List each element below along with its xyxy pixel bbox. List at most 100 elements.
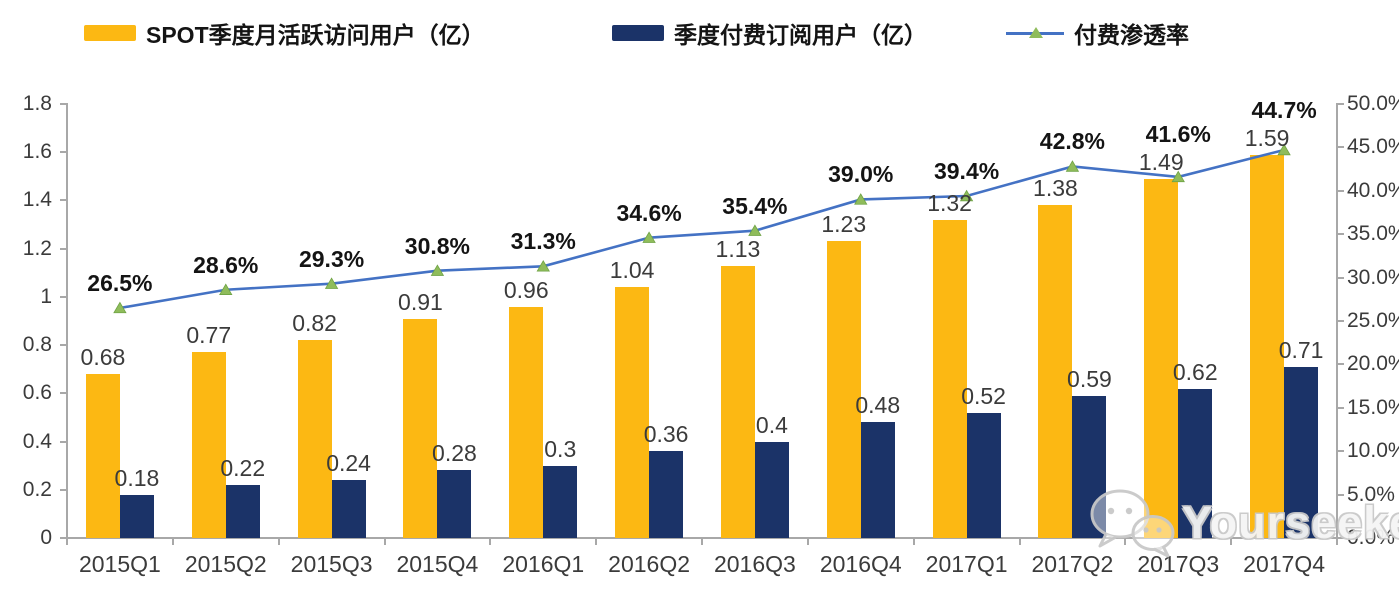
y-axis-right-tick [1337,233,1344,236]
subscribers-value-label: 0.36 [643,421,689,448]
y-axis-right-tick-label: 15.0% [1347,395,1399,419]
subscribers-bar [331,480,366,538]
x-axis-category-label: 2015Q4 [396,551,479,577]
penetration-value-label: 31.3% [510,228,576,255]
legend-item-mau: SPOT季度月活跃访问用户（亿） [84,16,485,50]
mau-value-label: 0.77 [186,322,232,349]
penetration-value-label: 34.6% [616,199,682,226]
y-axis-right-tick-label: 30.0% [1347,265,1399,289]
legend-item-subscribers: 季度付费订阅用户（亿） [612,16,927,50]
mau-bar [720,265,755,538]
y-axis-left-tick [60,392,67,395]
triangle-marker-icon [430,264,445,276]
subscribers-value-label: 0.4 [755,411,788,438]
y-axis-left-tick [60,537,67,539]
penetration-value-label: 30.8% [404,232,471,259]
x-axis-category-label: 2016Q1 [502,551,585,577]
mau-value-label: 1.49 [1138,148,1184,175]
triangle-marker-icon [1065,160,1080,172]
x-axis-category-label: 2016Q2 [608,551,691,577]
subscribers-value-label: 0.48 [855,392,901,419]
y-axis-left-tick [60,344,67,347]
legend-item-penetration: 付费渗透率 [1006,16,1189,50]
y-axis-left-tick [60,199,67,202]
y-axis-right-tick-label: 5.0% [1347,482,1395,506]
mau-legend-label: SPOT季度月活跃访问用户（亿） [146,22,485,48]
penetration-value-label: 42.8% [1039,128,1106,155]
y-axis-right-tick [1337,537,1344,539]
x-axis-category-label: 2017Q2 [1031,551,1114,577]
triangle-marker-icon [113,301,127,314]
y-axis-right-tick [1337,493,1344,496]
x-axis-category-label: 2016Q3 [713,551,796,577]
mau-value-label: 0.91 [398,288,443,315]
penetration-value-label: 26.5% [87,269,153,296]
mau-bar [191,352,226,538]
y-axis-left-tick [60,295,67,298]
x-axis-category-label: 2016Q4 [819,551,902,577]
triangle-marker-icon [854,193,868,205]
mau-value-label: 1.23 [821,211,867,238]
mau-bar [509,306,544,538]
triangle-marker-icon [748,224,762,236]
mau-value-label: 0.82 [292,310,337,337]
y-axis-right-tick-label: 50.0% [1347,92,1399,115]
triangle-marker-icon [324,277,339,289]
y-axis-left-tick-label: 0.2 [22,477,52,501]
penetration-value-label: 44.7% [1251,96,1317,123]
subscribers-value-label: 0.3 [544,435,577,462]
mau-bar [932,219,967,538]
mau-value-label: 0.96 [503,276,549,303]
y-axis-right-tick [1337,320,1344,322]
penetration-line [119,148,1285,310]
y-axis-right-tick-label: 10.0% [1347,439,1399,463]
x-axis-tick [912,538,915,545]
y-axis-right-tick-label: 45.0% [1347,135,1399,159]
subscribers-legend-label: 季度付费订阅用户（亿） [674,22,927,48]
subscribers-value-label: 0.62 [1172,358,1218,385]
mau-value-label: 1.32 [927,189,972,216]
y-axis-left-tick [60,440,67,443]
x-axis-tick [1124,538,1127,545]
subscribers-bar [649,451,684,538]
y-axis-right-tick-label: 40.0% [1347,178,1399,202]
y-axis-right-tick [1337,406,1344,409]
mau-bar [826,241,861,538]
legend-triangle-icon [1029,27,1043,38]
y-axis-left-line [66,103,68,539]
penetration-legend-label: 付费渗透率 [1074,22,1189,48]
subscribers-bar [543,465,578,538]
y-axis-left-tick [60,488,67,491]
mau-value-label: 1.13 [715,235,761,262]
subscribers-bar [119,494,154,538]
x-axis-category-label: 2015Q2 [184,551,267,577]
y-axis-left-tick-label: 1.8 [22,92,52,115]
subscribers-bar [860,422,895,538]
subscribers-bar [1284,366,1319,538]
y-axis-right-tick [1337,103,1344,105]
x-axis-tick [701,538,703,545]
subscribers-value-label: 0.52 [961,382,1006,409]
triangle-marker-icon [219,283,233,295]
subscribers-bar [225,484,260,538]
subscribers-value-label: 0.18 [114,464,160,491]
y-axis-left-tick-label: 1.6 [22,140,52,164]
x-axis-tick [806,538,809,545]
x-axis-tick [171,538,174,545]
x-axis-tick [1018,538,1021,545]
mau-value-label: 1.04 [609,257,655,284]
y-axis-left-tick [60,103,67,105]
subscribers-value-label: 0.71 [1278,336,1324,363]
x-axis-tick [1336,538,1338,545]
y-axis-left-tick-label: 1.4 [22,188,52,212]
x-axis-category-label: 2015Q3 [290,551,373,577]
y-axis-left-tick-label: 0 [40,526,52,549]
watermark-text: Yourseeker [1182,497,1399,548]
subscribers-bar [1072,395,1107,538]
mau-value-label: 1.59 [1244,124,1290,151]
y-axis-left-tick-label: 0.6 [22,381,52,405]
subscribers-value-label: 0.22 [220,454,266,481]
penetration-value-label: 29.3% [298,245,365,272]
x-axis-category-label: 2015Q1 [78,551,161,577]
x-axis-category-label: 2017Q3 [1137,551,1220,577]
